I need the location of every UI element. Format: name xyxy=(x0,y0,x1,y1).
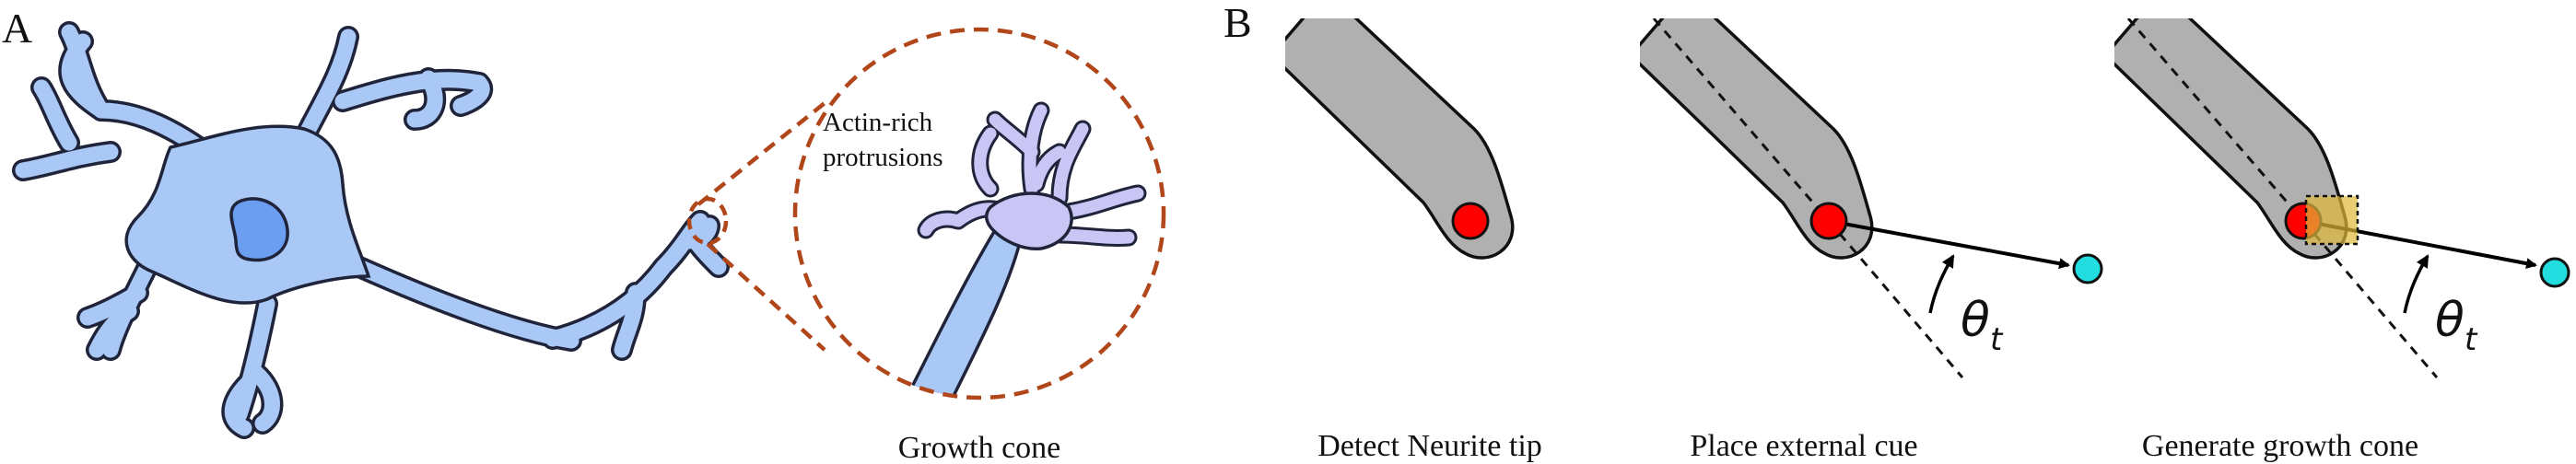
protrusion-label-line2: protrusions xyxy=(823,143,943,172)
neurite-tip-marker xyxy=(1809,202,1848,240)
theta-label: θ xyxy=(2435,293,2465,348)
theta-label: θ xyxy=(1961,293,1990,348)
step-2-caption: Place external cue xyxy=(1690,429,1917,463)
theta-subscript: t xyxy=(1990,321,2004,358)
angle-arc xyxy=(1928,254,1955,314)
neuron xyxy=(12,21,730,439)
neurite xyxy=(1285,18,1515,260)
panel-b-letter: B xyxy=(1224,0,1252,46)
growth-cone-zoom xyxy=(900,101,1147,398)
panel-a-letter: A xyxy=(2,5,32,52)
step-place-cue: θ t Place external cue xyxy=(1640,18,2103,463)
growth-cone-box xyxy=(2304,194,2359,246)
cue-direction-arrow xyxy=(1828,219,2070,270)
external-cue-marker xyxy=(2072,253,2103,284)
axis-extension xyxy=(2301,220,2439,378)
external-cue-marker xyxy=(2539,257,2570,288)
protrusion-label-line1: Actin-rich xyxy=(823,108,933,137)
step-generate-cone: θ t Generate growth cone xyxy=(2114,18,2570,463)
axis-extension xyxy=(1827,220,1964,378)
step-1-caption: Detect Neurite tip xyxy=(1317,429,1542,463)
angle-arc xyxy=(2403,254,2430,314)
growth-cone-caption: Growth cone xyxy=(898,431,1061,464)
theta-subscript: t xyxy=(2465,321,2478,358)
step-3-caption: Generate growth cone xyxy=(2142,429,2418,463)
neurite-tip-marker xyxy=(1451,202,1490,240)
zoom-callout xyxy=(686,27,1166,400)
step-detect-tip: Detect Neurite tip xyxy=(1285,18,1542,463)
nucleus xyxy=(229,197,289,262)
